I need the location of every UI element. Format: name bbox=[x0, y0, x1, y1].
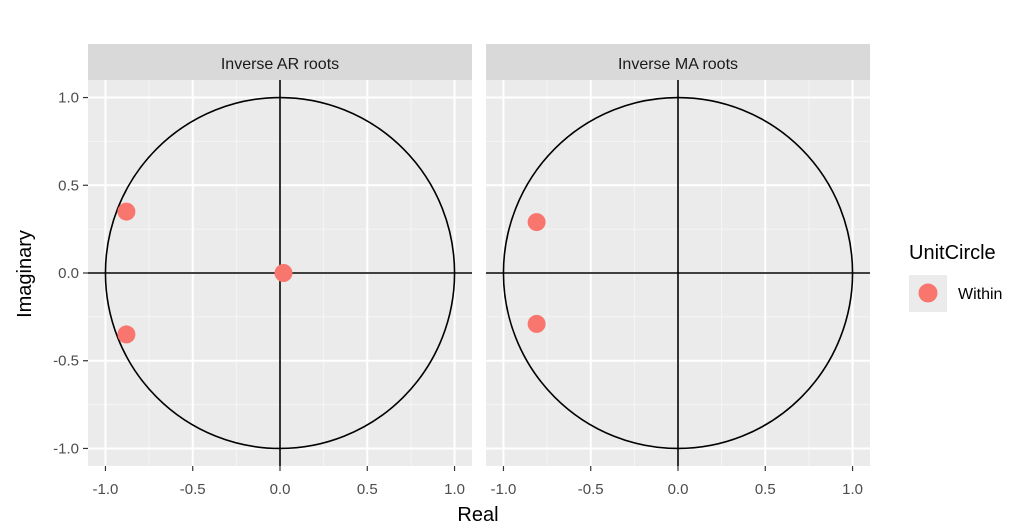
root-point bbox=[527, 213, 546, 232]
panel-2: Inverse MA roots -1.0 -0.5 0.0 0.5 1.0 bbox=[486, 44, 870, 498]
legend-key-within bbox=[918, 283, 938, 303]
x-tick-label: 0.5 bbox=[755, 481, 776, 498]
x-tick-label: -1.0 bbox=[491, 481, 517, 498]
y-tick-label: -1.0 bbox=[53, 440, 79, 457]
y-tick-label: 0.0 bbox=[58, 265, 79, 282]
y-tick-label: 1.0 bbox=[58, 90, 79, 107]
y-tick-label: 0.5 bbox=[58, 177, 79, 194]
legend-label-within: Within bbox=[958, 286, 1002, 303]
root-point bbox=[117, 202, 136, 221]
x-tick-label: 0.5 bbox=[357, 481, 378, 498]
root-point bbox=[117, 325, 136, 344]
y-tick-label: -0.5 bbox=[53, 353, 79, 370]
panel-1: Inverse AR roots -1.0 -0.5 0.0 0.5 1.0 -1.0 -0.… bbox=[53, 44, 472, 498]
x-tick-label: 1.0 bbox=[842, 481, 863, 498]
facet-strip bbox=[486, 44, 870, 80]
x-tick-label: 0.0 bbox=[668, 481, 689, 498]
legend: UnitCircle Within bbox=[909, 242, 1002, 312]
facet-strip-label: Inverse AR roots bbox=[221, 56, 339, 73]
y-axis-title: Imaginary bbox=[14, 230, 36, 318]
root-point bbox=[527, 314, 546, 333]
x-tick-label: 0.0 bbox=[270, 481, 291, 498]
x-axis-title: Real bbox=[457, 504, 498, 526]
x-tick-label: -0.5 bbox=[180, 481, 206, 498]
facet-strip-label: Inverse MA roots bbox=[618, 56, 738, 73]
x-tick-label: -0.5 bbox=[578, 481, 604, 498]
legend-title: UnitCircle bbox=[909, 242, 996, 264]
root-point bbox=[274, 264, 293, 282]
x-tick-label: 1.0 bbox=[444, 481, 465, 498]
facet-panels: Inverse AR roots -1.0 -0.5 0.0 0.5 1.0 -1.0 -0.… bbox=[53, 44, 870, 498]
x-tick-label: -1.0 bbox=[93, 481, 119, 498]
facet-strip bbox=[88, 44, 472, 80]
